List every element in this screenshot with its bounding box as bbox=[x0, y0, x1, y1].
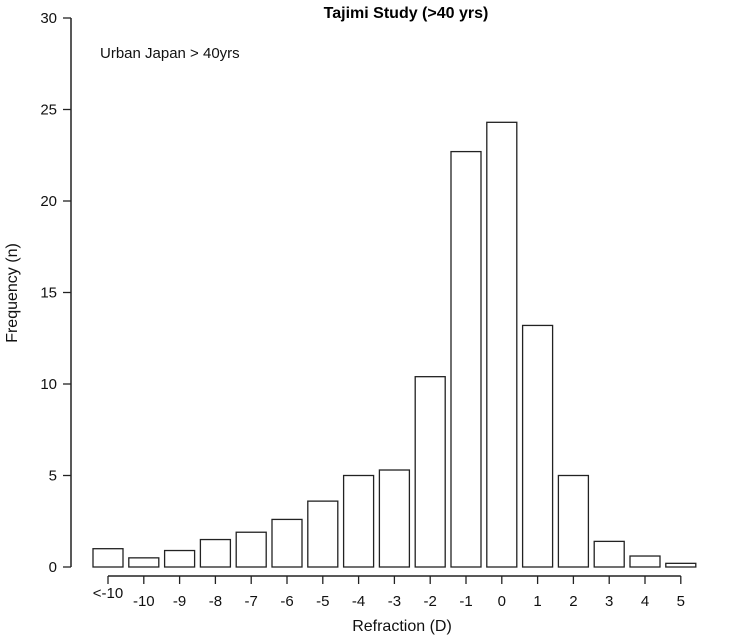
y-tick-label: 30 bbox=[40, 10, 57, 27]
x-tick-label: -3 bbox=[388, 593, 401, 610]
x-axis-title: Refraction (D) bbox=[352, 618, 452, 635]
y-axis-title: Frequency (n) bbox=[4, 243, 21, 343]
y-tick-label: 0 bbox=[49, 559, 57, 576]
bar-4 bbox=[629, 555, 661, 568]
bar--3 bbox=[378, 469, 411, 568]
x-tick-label: -6 bbox=[280, 593, 293, 610]
y-tick-label: 25 bbox=[40, 102, 57, 119]
bar--2 bbox=[414, 376, 446, 568]
y-tick-label: 10 bbox=[40, 376, 57, 393]
chart-annotation: Urban Japan > 40yrs bbox=[100, 45, 240, 62]
y-axis: 0 5 10 15 20 25 30 bbox=[40, 10, 72, 576]
bar--10 bbox=[128, 557, 160, 568]
x-tick-label: -4 bbox=[352, 593, 365, 610]
x-tick-label: -10 bbox=[133, 593, 155, 610]
x-tick-label: -1 bbox=[459, 593, 472, 610]
x-tick-label: -2 bbox=[424, 593, 437, 610]
x-tick-label: 1 bbox=[533, 593, 541, 610]
x-tick-label: 3 bbox=[605, 593, 613, 610]
x-tick-label: <-10 bbox=[93, 585, 123, 602]
bar-5 bbox=[665, 562, 697, 568]
bar-1 bbox=[521, 324, 554, 568]
bar--5 bbox=[307, 500, 339, 568]
y-tick-label: 20 bbox=[40, 193, 57, 210]
x-tick-label: 4 bbox=[641, 593, 649, 610]
bar--9 bbox=[163, 549, 196, 568]
y-tick-label: 15 bbox=[40, 285, 57, 302]
bar-<-10 bbox=[92, 548, 124, 568]
bar--8 bbox=[199, 538, 232, 568]
x-axis: <-10 -10 -9 -8 -7 -6 -5 -4 -3 -2 -1 0 1 2 3 4 5 bbox=[93, 575, 685, 610]
x-tick-label: -9 bbox=[173, 593, 186, 610]
chart-title: Tajimi Study (>40 yrs) bbox=[324, 5, 489, 22]
x-tick-label: 0 bbox=[498, 593, 506, 610]
bar--1 bbox=[450, 150, 482, 568]
bars-group bbox=[92, 121, 697, 568]
bar--6 bbox=[271, 518, 303, 568]
bar-0 bbox=[486, 121, 518, 568]
x-tick-label: 5 bbox=[677, 593, 685, 610]
x-tick-label: -7 bbox=[245, 593, 258, 610]
x-tick-label: 2 bbox=[569, 593, 577, 610]
bar--4 bbox=[342, 474, 375, 568]
y-tick-label: 5 bbox=[49, 468, 57, 485]
bar--7 bbox=[235, 531, 267, 568]
x-tick-label: -5 bbox=[316, 593, 329, 610]
bar-2 bbox=[557, 474, 590, 568]
x-tick-label: -8 bbox=[209, 593, 222, 610]
bar-3 bbox=[593, 540, 625, 568]
